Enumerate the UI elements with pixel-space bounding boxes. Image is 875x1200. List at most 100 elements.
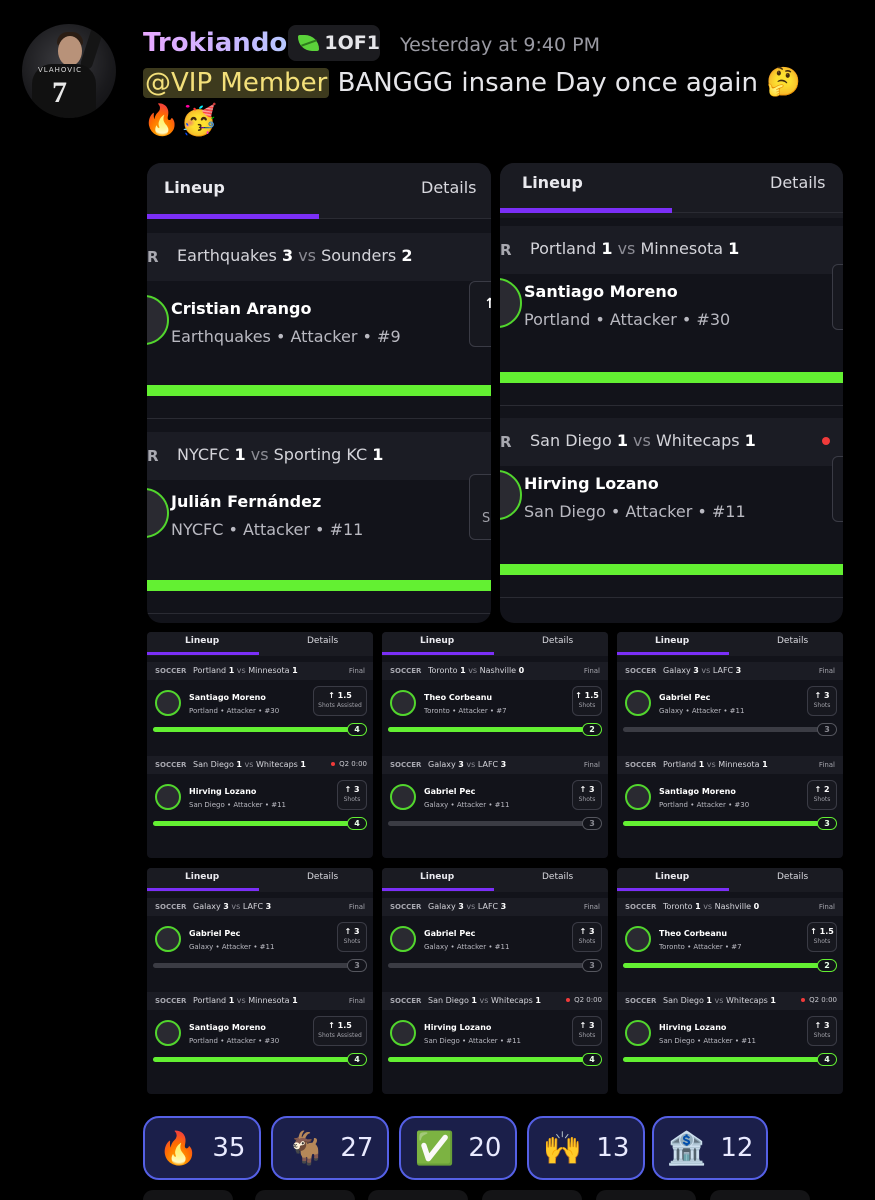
- tab-lineup[interactable]: Lineup: [185, 872, 220, 882]
- tab-details[interactable]: Details: [421, 178, 477, 197]
- progress-bar: [623, 727, 819, 732]
- stat-box[interactable]: ↑ 2 Shots: [807, 780, 837, 810]
- screenshot-card[interactable]: Lineup Details R Earthquakes 3 vs Sounders …: [147, 163, 491, 623]
- player-avatar[interactable]: [147, 488, 169, 538]
- stat-box[interactable]: ↑ 1.5 Shots: [572, 686, 602, 716]
- player-avatar[interactable]: [155, 926, 181, 952]
- fire-icon: 🔥: [158, 1129, 199, 1167]
- player-avatar[interactable]: [390, 690, 416, 716]
- player-avatar[interactable]: [625, 784, 651, 810]
- reaction-button[interactable]: ✅ 20: [399, 1116, 517, 1180]
- stat-box[interactable]: ↑: [832, 456, 843, 522]
- team-a-name: Toronto: [663, 902, 696, 911]
- status-final: Final: [818, 903, 835, 911]
- tab-lineup[interactable]: Lineup: [185, 636, 220, 646]
- role-mention[interactable]: @VIP Member: [143, 68, 330, 98]
- progress-bar: [623, 963, 819, 968]
- player-avatar[interactable]: [155, 690, 181, 716]
- sport-label: SOCCER: [390, 667, 422, 675]
- match-score: Toronto 1 vs Nashville 0: [663, 902, 759, 911]
- match-section-header: SOCCER San Diego 1 vs Whitecaps 1 Q2 0:00: [382, 992, 608, 1010]
- screenshot-card[interactable]: Lineup Details SOCCER Galaxy 3 vs LAFC 3 Fin…: [382, 868, 608, 1094]
- team-a-score: 3: [693, 666, 699, 675]
- screenshot-card[interactable]: Lineup Details SOCCER Galaxy 3 vs LAFC 3 Fin…: [147, 868, 373, 1094]
- player-name: Santiago Moreno: [659, 787, 736, 796]
- stat-label: Shots Assisted: [318, 702, 362, 709]
- stat-box[interactable]: ↑: [832, 264, 843, 330]
- vs-label: vs: [477, 996, 491, 1005]
- player-avatar[interactable]: [390, 784, 416, 810]
- tab-details[interactable]: Details: [777, 872, 809, 882]
- tab-lineup[interactable]: Lineup: [655, 636, 690, 646]
- live-dot-icon: [566, 998, 571, 1002]
- role-tag[interactable]: 1OF1: [288, 25, 380, 61]
- stat-box[interactable]: ↑ 3 Shots: [572, 922, 602, 952]
- team-b-name: LAFC: [477, 760, 501, 769]
- screenshot-card[interactable]: Lineup Details SOCCER Galaxy 3 vs LAFC 3 Fin…: [617, 632, 843, 858]
- stat-box[interactable]: ↑ 3 Shots: [337, 922, 367, 952]
- tab-lineup[interactable]: Lineup: [420, 872, 455, 882]
- player-avatar[interactable]: [500, 470, 522, 520]
- vs-label: vs: [228, 902, 243, 911]
- stat-box[interactable]: ↑ 3 Shots: [807, 686, 837, 716]
- status-final: Final: [818, 667, 835, 675]
- stat-box[interactable]: ↑ 3 Shots: [337, 780, 367, 810]
- user-avatar[interactable]: VLAHOVIC 7: [22, 24, 116, 118]
- player-avatar[interactable]: [147, 295, 169, 345]
- team-b-name: Minnesota: [248, 666, 293, 675]
- reaction-button[interactable]: 🔥 35: [143, 1116, 261, 1180]
- stat-box[interactable]: ↑: [469, 281, 491, 347]
- player-avatar[interactable]: [625, 1020, 651, 1046]
- sport-label: R: [500, 241, 512, 259]
- tab-details[interactable]: Details: [777, 636, 809, 646]
- player-avatar[interactable]: [155, 1020, 181, 1046]
- player-name: Santiago Moreno: [189, 693, 266, 702]
- username[interactable]: Trokiando: [143, 28, 288, 58]
- reaction-button[interactable]: 🏦 12: [652, 1116, 768, 1180]
- player-avatar[interactable]: [625, 690, 651, 716]
- stat-box[interactable]: ↑ 1.5 Shots: [807, 922, 837, 952]
- tab-lineup[interactable]: Lineup: [164, 178, 225, 197]
- player-avatar[interactable]: [155, 784, 181, 810]
- tab-lineup[interactable]: Lineup: [522, 173, 583, 192]
- stat-box[interactable]: Shots A: [469, 474, 491, 540]
- player-avatar[interactable]: [390, 1020, 416, 1046]
- stat-box[interactable]: ↑ 1.5 Shots Assisted: [313, 686, 367, 716]
- tab-details[interactable]: Details: [770, 173, 826, 192]
- stat-line: ↑ 2: [814, 785, 830, 794]
- stat-box[interactable]: ↑ 3 Shots: [572, 780, 602, 810]
- tab-details[interactable]: Details: [307, 636, 339, 646]
- tab-lineup[interactable]: Lineup: [655, 872, 690, 882]
- tab-lineup[interactable]: Lineup: [420, 636, 455, 646]
- match-section-header: SOCCER Galaxy 3 vs LAFC 3 Final: [147, 898, 373, 916]
- stat-box[interactable]: ↑ 3 Shots: [807, 1016, 837, 1046]
- stat-box[interactable]: ↑ 1.5 Shots Assisted: [313, 1016, 367, 1046]
- tab-details[interactable]: Details: [542, 636, 574, 646]
- screenshot-card[interactable]: Lineup Details SOCCER Toronto 1 vs Nashvill…: [382, 632, 608, 858]
- tab-details[interactable]: Details: [307, 872, 339, 882]
- team-a-name: Galaxy: [663, 666, 694, 675]
- player-avatar[interactable]: [390, 926, 416, 952]
- screenshot-card[interactable]: Lineup Details SOCCER Toronto 1 vs Nashvill…: [617, 868, 843, 1094]
- active-tab-underline: [147, 888, 259, 891]
- match-score: Galaxy 3 vs LAFC 3: [428, 760, 506, 769]
- progress-bar: [153, 821, 349, 826]
- reaction-button[interactable]: 🐐 27: [271, 1116, 389, 1180]
- reaction-row-partial: [710, 1190, 810, 1200]
- result-pill: 4: [347, 817, 367, 830]
- sport-label: SOCCER: [625, 667, 657, 675]
- stat-box[interactable]: ↑ 3 Shots: [572, 1016, 602, 1046]
- player-avatar[interactable]: [500, 278, 522, 328]
- match-section-header: SOCCER Toronto 1 vs Nashville 0 Final: [617, 898, 843, 916]
- reaction-button[interactable]: 🙌 13: [527, 1116, 645, 1180]
- screenshot-card[interactable]: Lineup Details SOCCER Portland 1 vs Minneso…: [147, 632, 373, 858]
- progress-fill: [153, 727, 349, 732]
- sport-label: R: [147, 248, 159, 266]
- stat-line: ↑ 1.5: [328, 1021, 352, 1030]
- tab-details[interactable]: Details: [542, 872, 574, 882]
- avatar-jersey-name: VLAHOVIC: [38, 66, 83, 74]
- player-avatar[interactable]: [625, 926, 651, 952]
- status-final: Final: [818, 761, 835, 769]
- match-score: Galaxy 3 vs LAFC 3: [663, 666, 741, 675]
